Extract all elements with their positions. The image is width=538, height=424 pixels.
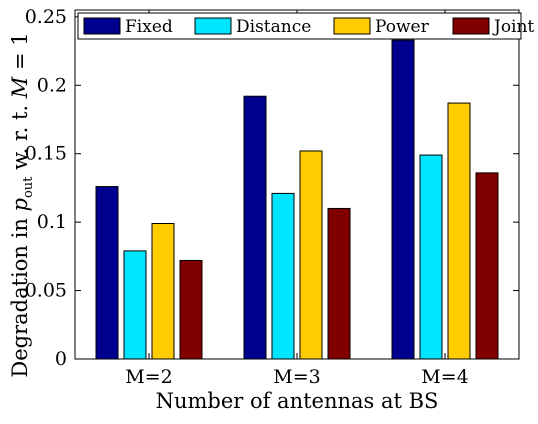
y-axis-label-sub: out: [21, 176, 36, 198]
legend-label-fixed: Fixed: [125, 17, 173, 37]
y-tick-label: 0.1: [37, 211, 67, 233]
y-axis-label-mid: w. r. t.: [8, 98, 32, 176]
bar-fixed-m2: [95, 186, 119, 360]
y-axis-label-prefix: Degradation in: [8, 211, 32, 377]
x-tick-label: M=4: [421, 366, 468, 388]
bar-joint-m3: [327, 207, 351, 360]
legend-swatch-fixed: [83, 17, 121, 35]
legend-label-joint: Joint: [492, 17, 534, 37]
x-tick-label: M=3: [273, 366, 320, 388]
legend-label-power: Power: [375, 17, 430, 37]
legend: Fixed Distance Power Joint: [77, 12, 534, 40]
bar-power-m3: [299, 150, 323, 360]
x-axis-label: Number of antennas at BS: [156, 389, 439, 413]
bar-distance-m4: [419, 154, 443, 360]
bar-fixed-m3: [243, 95, 267, 360]
y-axis-label-var: p: [8, 198, 32, 211]
svg-text:Degradation in pout w. r. t. M: Degradation in pout w. r. t. M = 1: [8, 32, 36, 377]
legend-swatch-joint: [452, 17, 490, 35]
y-tick-label: 0.05: [25, 280, 67, 302]
bar-joint-m2: [179, 259, 203, 360]
y-axis-label: Degradation in pout w. r. t. M = 1: [8, 32, 36, 377]
bar-power-m2: [151, 223, 175, 360]
y-tick-label: 0.2: [37, 74, 67, 96]
bar-distance-m3: [271, 192, 295, 360]
y-tick-label: 0.25: [25, 6, 67, 28]
y-axis-label-suffix: = 1: [8, 32, 32, 76]
x-tick-label: M=2: [125, 366, 172, 388]
legend-label-distance: Distance: [236, 17, 311, 37]
plot-area-frame: [74, 9, 520, 360]
legend-swatch-distance: [194, 17, 232, 35]
y-axis-label-var2: M: [8, 76, 32, 99]
legend-swatch-power: [333, 17, 371, 35]
y-tick-label: 0.15: [25, 143, 67, 165]
bar-distance-m2: [123, 250, 147, 360]
y-tick-label: 0: [55, 348, 67, 370]
legend-box: [77, 12, 522, 40]
bar-power-m4: [447, 102, 471, 360]
bar-joint-m4: [475, 172, 499, 360]
bar-fixed-m4: [391, 39, 415, 360]
